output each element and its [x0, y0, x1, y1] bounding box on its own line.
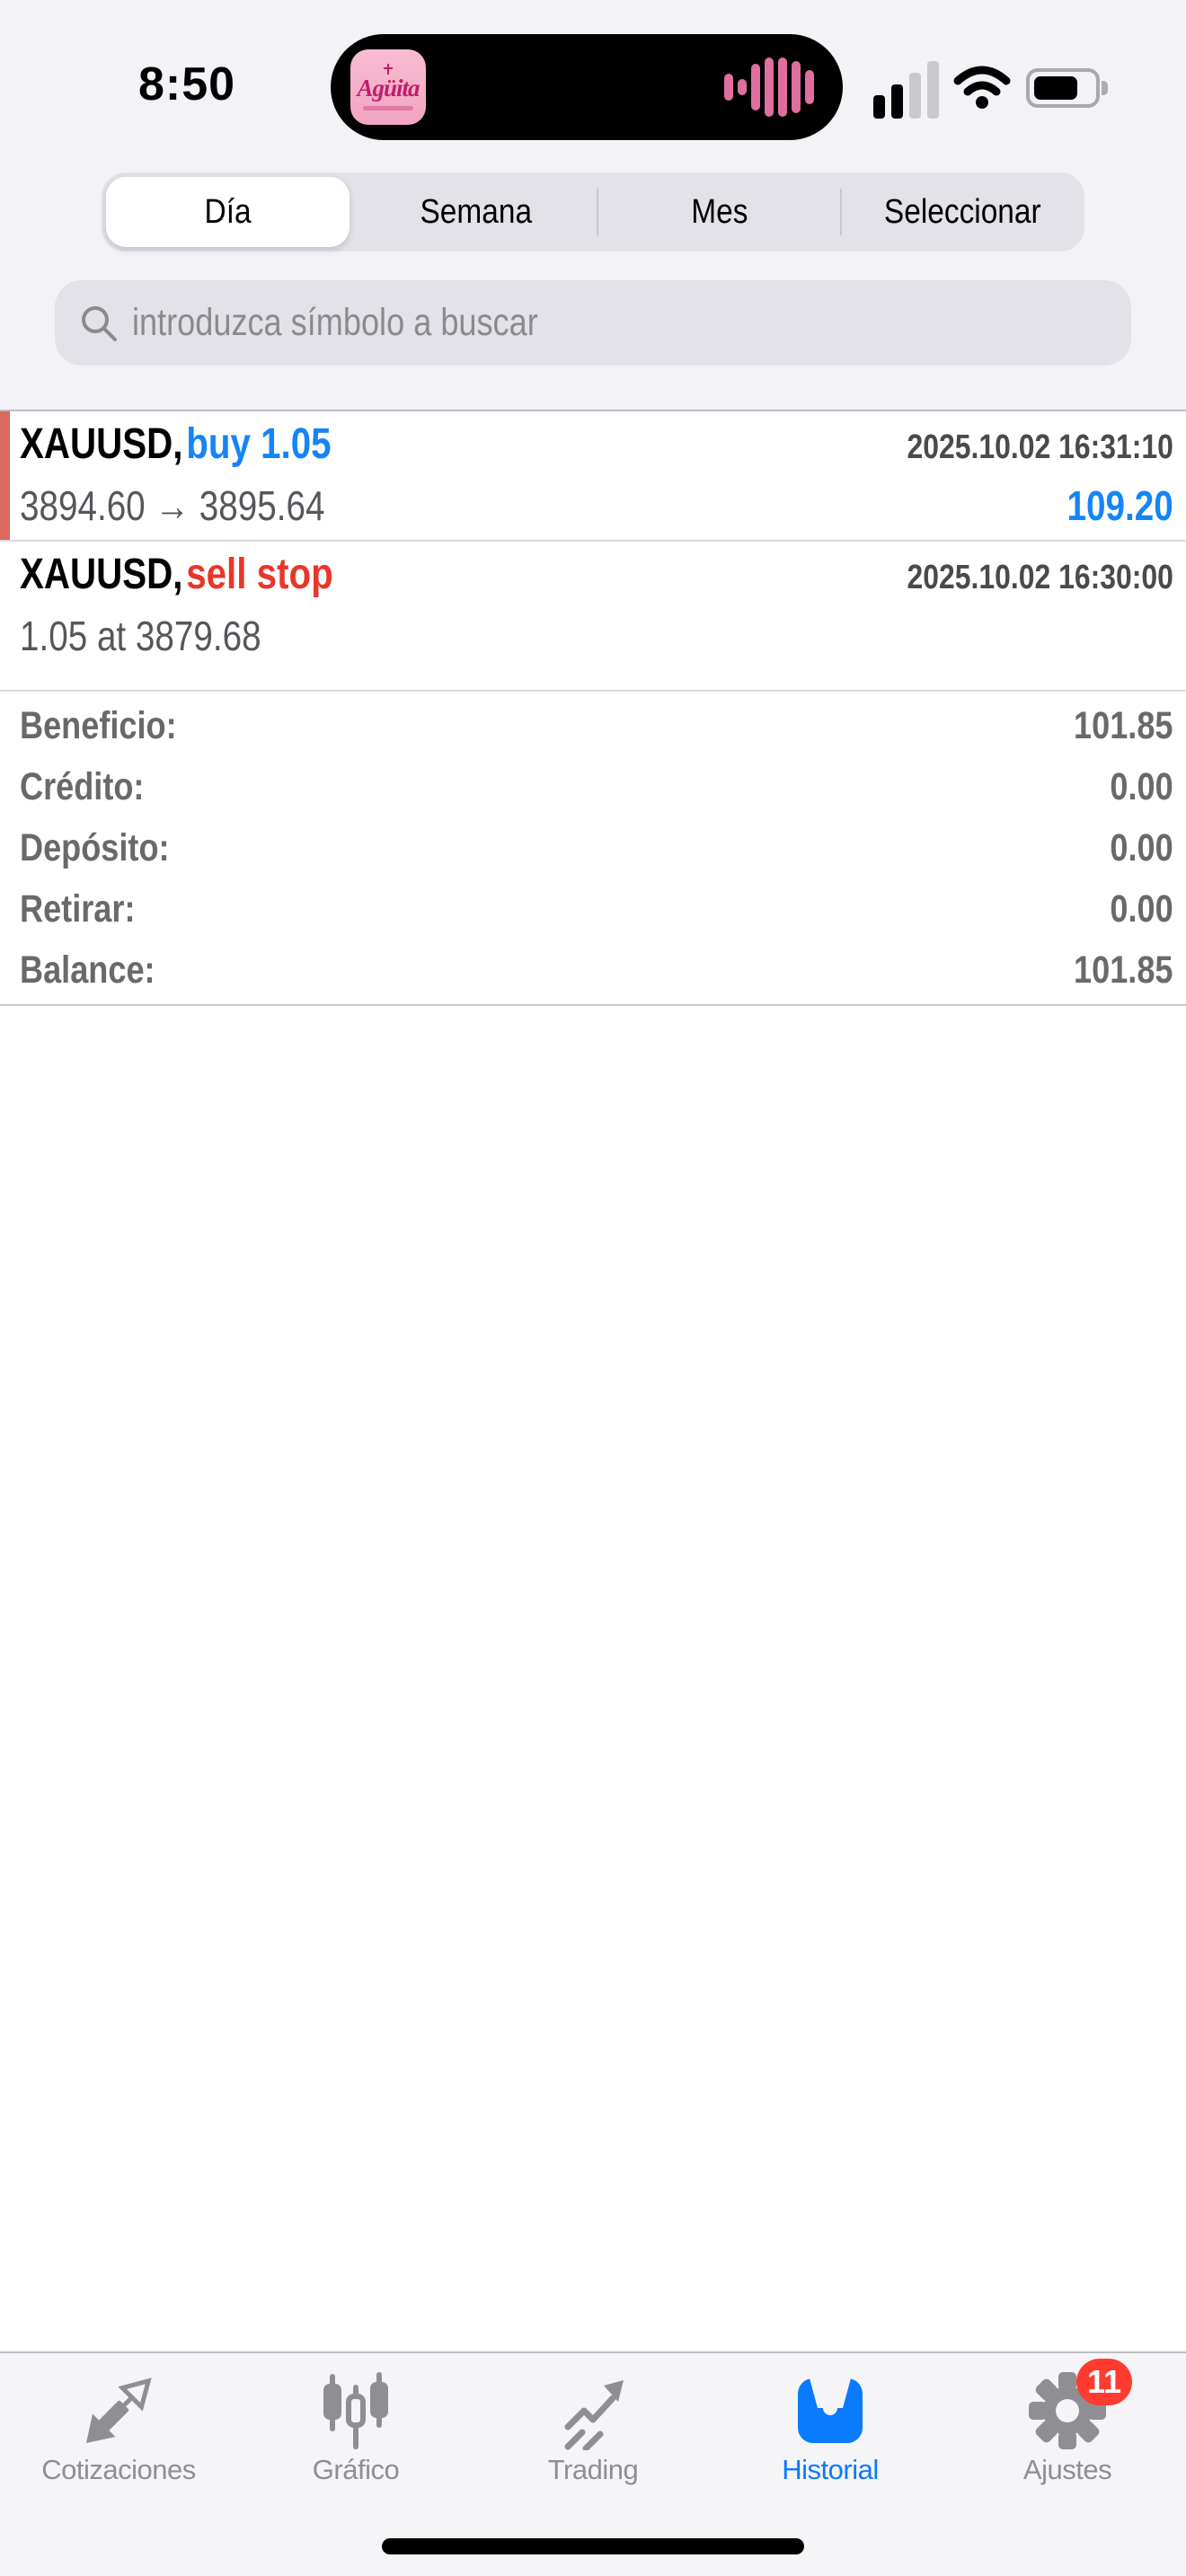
- island-app-subtitle: [363, 106, 413, 110]
- notifications-badge: 11: [1076, 2359, 1133, 2405]
- island-app-name: Agüita: [357, 75, 420, 101]
- order-symbol: XAUUSD,: [20, 420, 183, 468]
- order-action: buy 1.05: [186, 420, 332, 468]
- order-symbol: XAUUSD,: [20, 551, 183, 598]
- cross-icon: [383, 64, 394, 75]
- segment-mes[interactable]: Mes: [597, 172, 841, 251]
- history-row-buy[interactable]: XAUUSD, buy 1.05 2025.10.02 16:31:10 389…: [0, 411, 1186, 542]
- loss-marker: [0, 411, 10, 540]
- account-summary: Beneficio: 101.85 Crédito: 0.00 Depósito…: [0, 692, 1186, 1006]
- summary-row-deposito: Depósito: 0.00: [20, 825, 1173, 869]
- order-prices: 3894.60 → 3895.64: [20, 482, 325, 529]
- segment-seleccionar[interactable]: Seleccionar: [840, 172, 1084, 251]
- search-input[interactable]: introduzca símbolo a buscar: [55, 280, 1131, 366]
- island-app-icon: Agüita: [350, 49, 426, 125]
- candlestick-chart-icon: [323, 2372, 388, 2449]
- order-profit: 109.20: [1067, 482, 1173, 529]
- dynamic-island[interactable]: Agüita: [331, 34, 843, 140]
- trading-icon: [564, 2380, 624, 2450]
- tab-trading[interactable]: Trading: [474, 2353, 712, 2486]
- quotes-icon: [85, 2378, 152, 2444]
- order-action: sell stop: [186, 551, 333, 598]
- order-time: 2025.10.02 16:31:10: [907, 428, 1173, 466]
- summary-row-balance: Balance: 101.85: [20, 948, 1173, 992]
- header: 8:50 Agüita: [0, 0, 1186, 411]
- cellular-signal-icon: [873, 61, 939, 119]
- period-segmented-control: Día Semana Mes Seleccionar: [102, 172, 1084, 251]
- tab-historial[interactable]: Historial: [712, 2353, 949, 2486]
- tab-cotizaciones[interactable]: Cotizaciones: [0, 2353, 237, 2486]
- summary-row-beneficio: Beneficio: 101.85: [20, 703, 1173, 747]
- segment-dia[interactable]: Día: [106, 177, 350, 247]
- status-time: 8:50: [137, 58, 236, 110]
- audio-waveform-icon: [724, 57, 814, 117]
- search-icon: [82, 305, 117, 341]
- summary-row-retirar: Retirar: 0.00: [20, 887, 1173, 931]
- history-icon: [798, 2378, 863, 2443]
- summary-row-credito: Crédito: 0.00: [20, 764, 1173, 808]
- tab-bar: Cotizaciones: [0, 2351, 1186, 2576]
- battery-icon: [1026, 68, 1108, 108]
- home-indicator[interactable]: [382, 2538, 804, 2554]
- wifi-icon: [953, 66, 1011, 109]
- history-list: XAUUSD, buy 1.05 2025.10.02 16:31:10 389…: [0, 411, 1186, 1006]
- tab-ajustes[interactable]: 11 Ajustes: [949, 2353, 1186, 2486]
- order-time: 2025.10.02 16:30:00: [907, 559, 1173, 596]
- order-prices: 1.05 at 3879.68: [20, 613, 261, 659]
- history-row-sell-stop[interactable]: XAUUSD, sell stop 2025.10.02 16:30:00 1.…: [0, 542, 1186, 692]
- search-placeholder: introduzca símbolo a buscar: [132, 301, 538, 344]
- tab-grafico[interactable]: Gráfico: [237, 2353, 474, 2486]
- segment-semana[interactable]: Semana: [420, 192, 532, 231]
